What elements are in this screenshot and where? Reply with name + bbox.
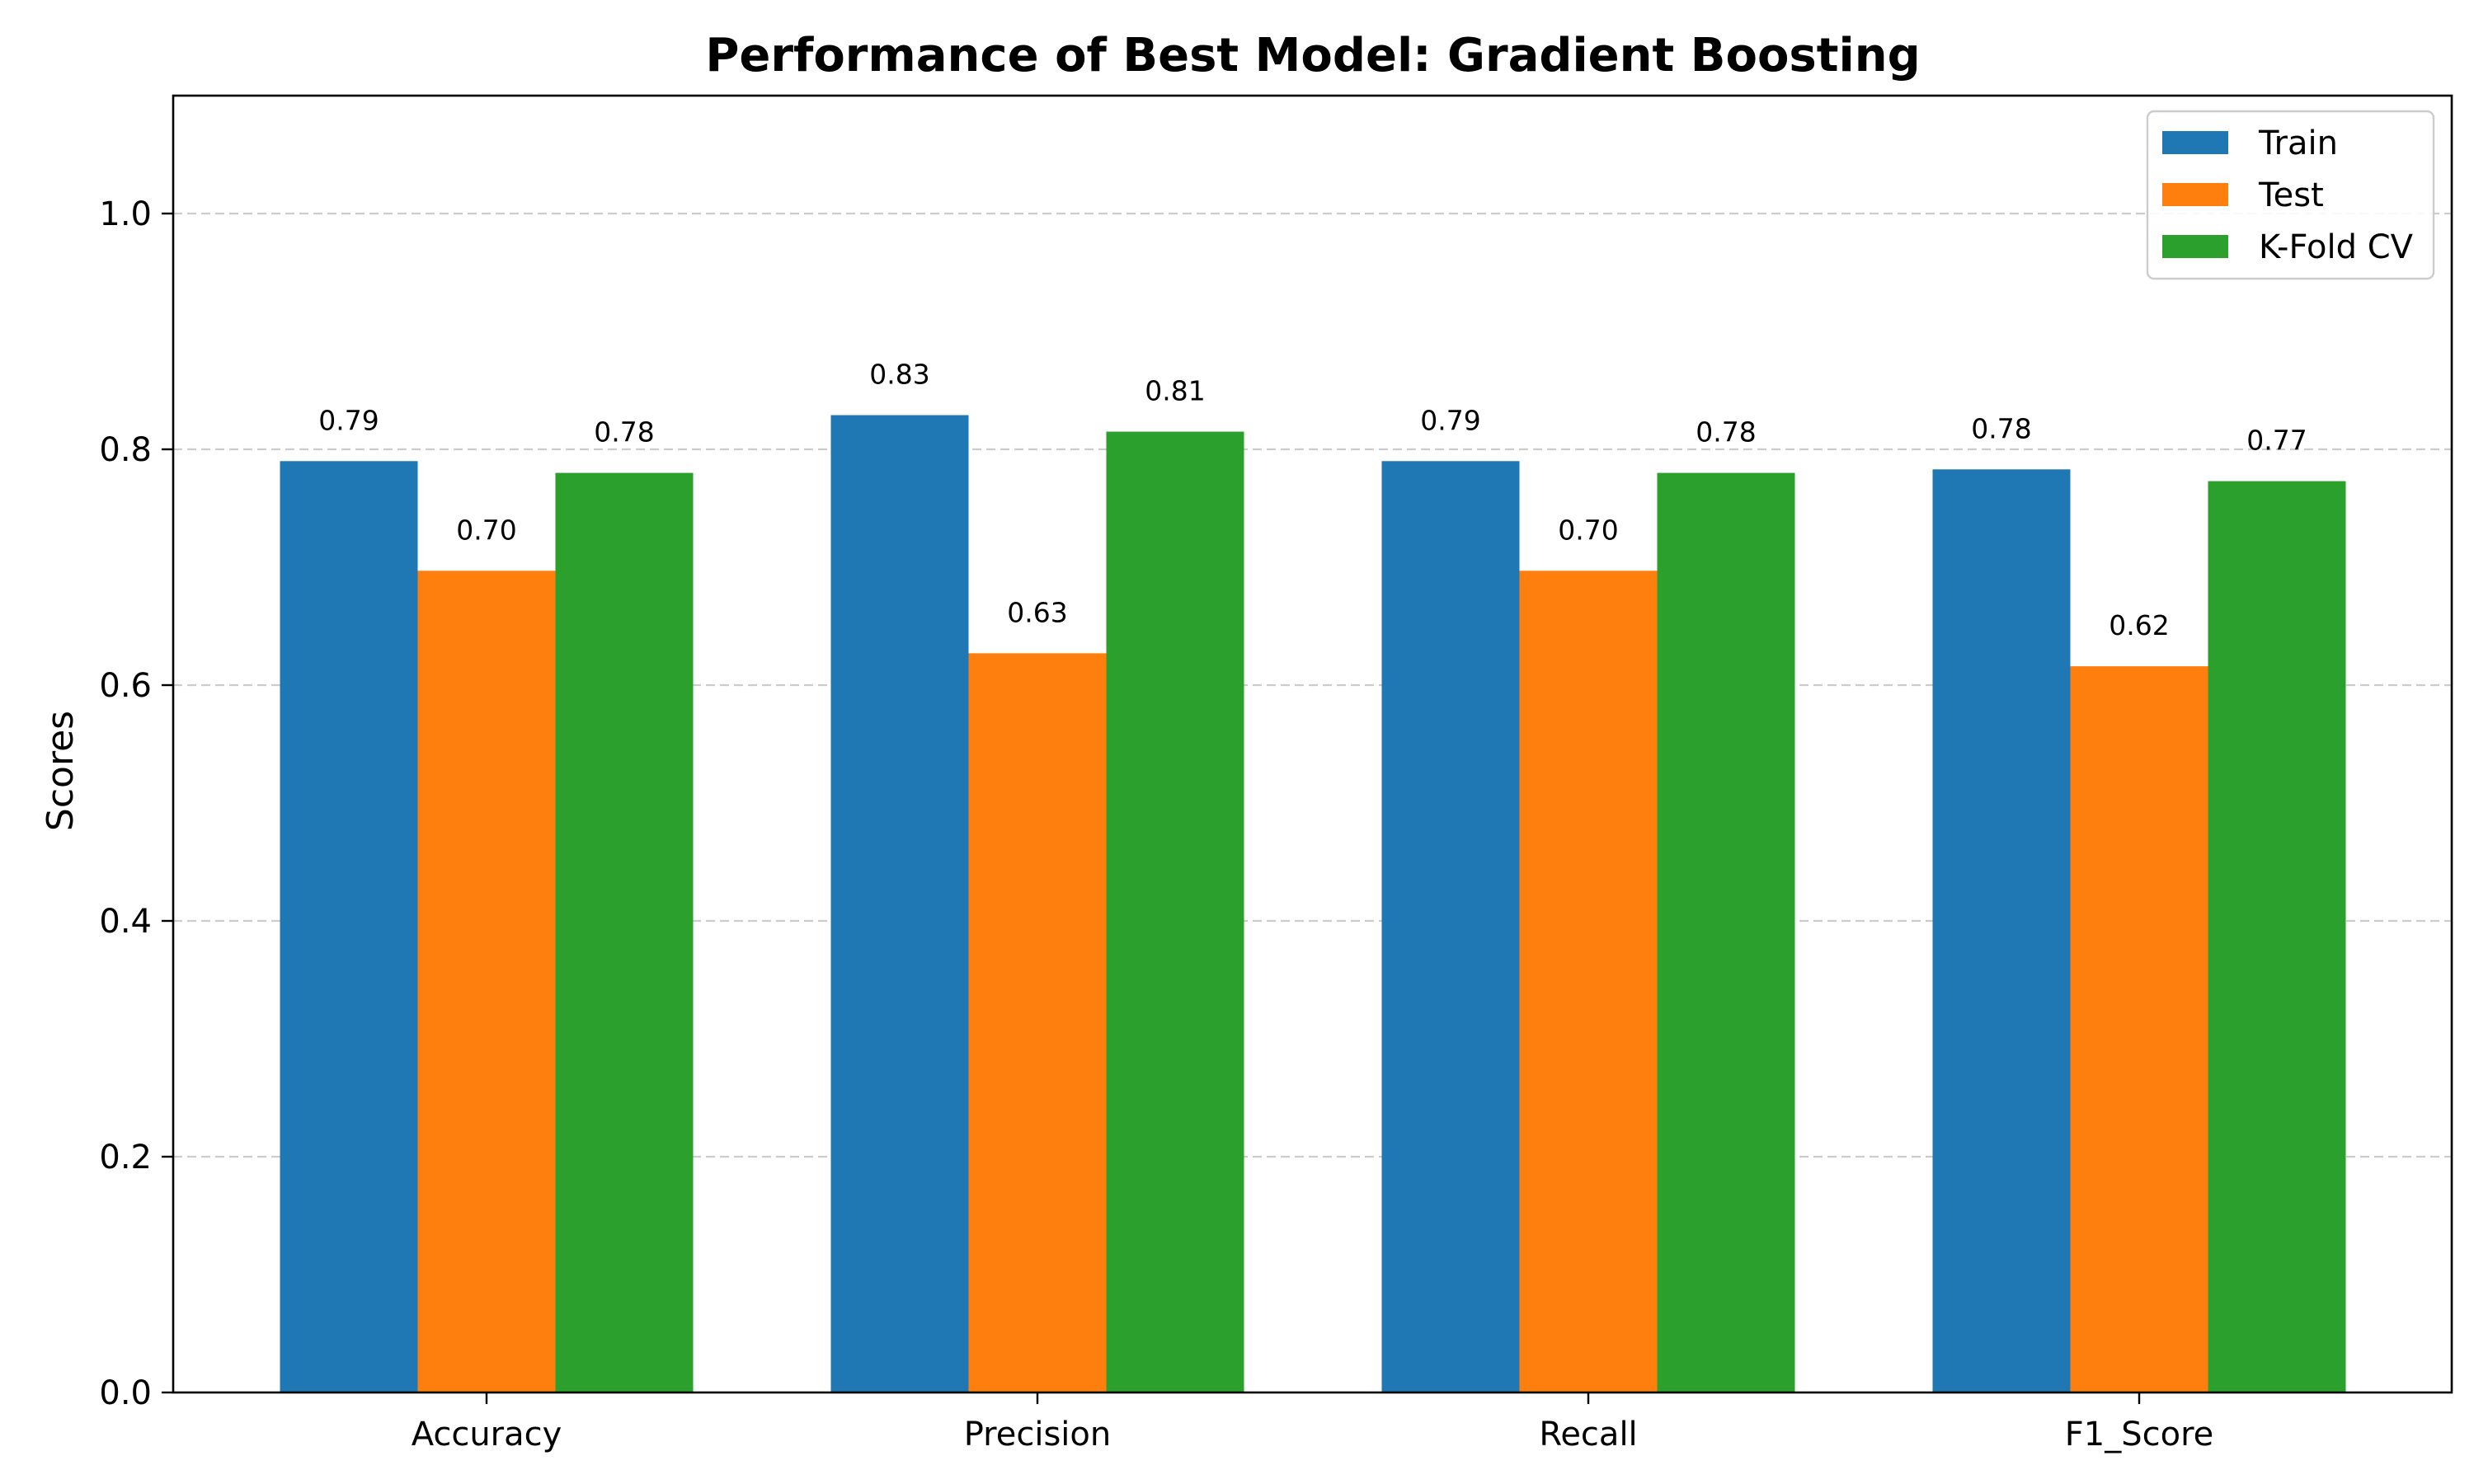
bar-test-precision [968,653,1107,1392]
bar-train-recall [1381,461,1520,1392]
x-tick-label: F1_Score [2065,1416,2214,1453]
bar-train-precision [830,415,969,1392]
data-label: 0.63 [1007,596,1067,628]
data-label: 0.78 [1696,416,1756,448]
y-axis-label: Scores [40,711,82,831]
data-label: 0.79 [1420,404,1480,436]
x-tick-label: Accuracy [412,1416,562,1453]
data-label: 0.79 [318,404,379,436]
plot-frame [172,94,2453,1394]
legend-label: Test [2258,176,2324,214]
data-labels: 0.79 0.70 0.78 0.83 0.63 0.81 0.79 0.70 0.78 0.78… [318,359,2307,642]
legend-swatch [2162,235,2228,258]
bar-k-fold-cv-recall [1657,472,1795,1392]
bar-train-f1-score [1932,469,2071,1392]
data-label: 0.81 [1145,375,1205,407]
bar-train-accuracy [280,461,418,1392]
y-tick-label: 1.0 [99,195,152,233]
bar-test-accuracy [417,571,556,1392]
data-label: 0.70 [456,514,516,546]
legend-label: K-Fold CV [2259,228,2414,266]
data-label: 0.77 [2246,425,2307,457]
y-tick-label: 0.2 [99,1139,152,1176]
data-label: 0.78 [1971,412,2031,444]
bar-test-recall [1519,571,1658,1392]
data-label: 0.70 [1558,514,1618,546]
data-label: 0.78 [594,416,654,448]
y-tick-label: 0.4 [99,903,152,941]
bars [280,415,2346,1392]
legend: Train Test K-Fold CV [2146,110,2435,280]
y-tick-label: 0.6 [99,667,152,705]
x-tick-label: Recall [1539,1416,1637,1453]
y-tick-label: 0.8 [99,431,152,469]
bar-test-f1-score [2070,666,2208,1392]
axes: 0.0 0.2 0.4 0.6 0.8 1.0 Accuracy Precision Recal… [99,94,2453,1453]
legend-swatch [2162,131,2228,154]
x-tick-label: Precision [964,1416,1111,1453]
bar-k-fold-cv-accuracy [555,472,694,1392]
data-label: 0.83 [869,359,929,391]
bar-k-fold-cv-f1-score [2208,481,2346,1392]
legend-swatch [2162,183,2228,206]
data-label: 0.62 [2109,609,2169,641]
bar-k-fold-cv-precision [1106,431,1244,1392]
legend-label: Train [2258,124,2338,162]
chart-title: Performance of Best Model: Gradient Boos… [705,29,1920,82]
y-tick-label: 0.0 [99,1374,152,1412]
